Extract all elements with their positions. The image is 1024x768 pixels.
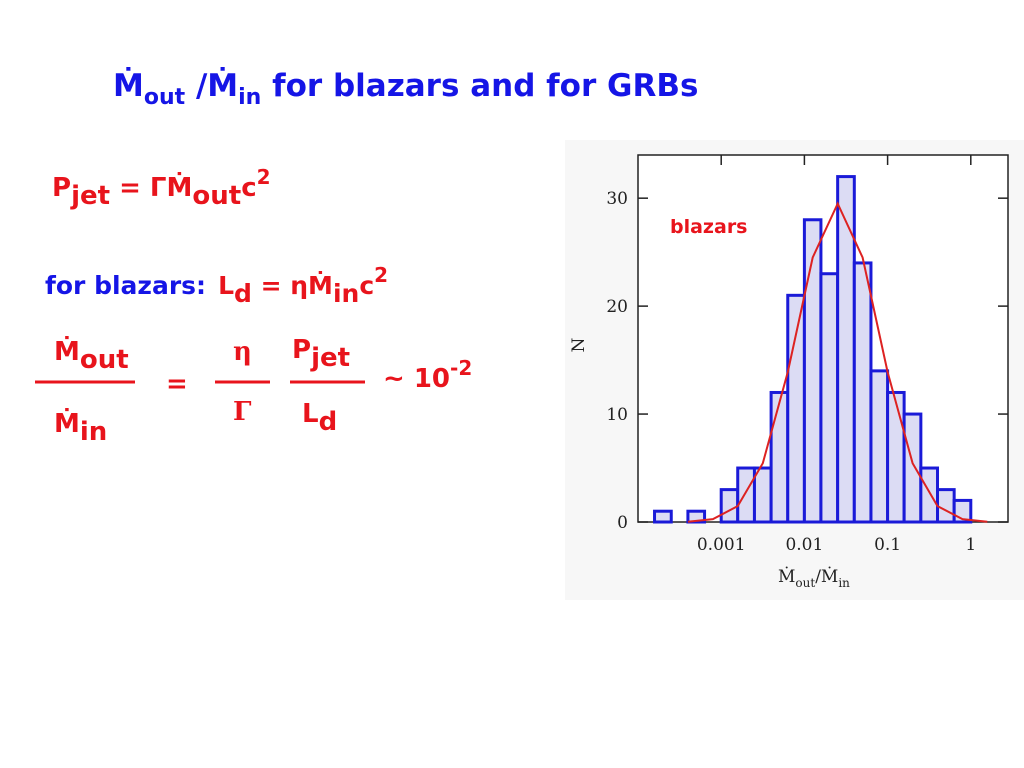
histogram-bar bbox=[719, 488, 740, 524]
histogram-bar bbox=[886, 390, 906, 524]
title-part: out bbox=[144, 85, 186, 110]
histogram-bar bbox=[869, 369, 890, 524]
y-tick-label: 10 bbox=[606, 405, 628, 425]
formula-part: c bbox=[359, 271, 374, 300]
y-tick-label: 0 bbox=[617, 513, 628, 533]
histogram-bar bbox=[902, 412, 923, 524]
ratio-formula: Ṁout Ṁin = η Γ Pjet Ld ~ 10-2 bbox=[35, 335, 472, 447]
formula-part: jet bbox=[70, 181, 110, 211]
title-part: in bbox=[238, 85, 261, 110]
y-tick-label: 20 bbox=[606, 297, 628, 317]
axis-label-part: /Ṁ bbox=[815, 566, 838, 587]
formula-part: P bbox=[52, 173, 71, 203]
annotation: blazars bbox=[670, 216, 748, 238]
gamma: Γ bbox=[233, 397, 252, 427]
histogram-bar bbox=[819, 272, 840, 524]
equals: = bbox=[166, 369, 188, 399]
formula-part: L bbox=[302, 399, 319, 429]
x-tick-label: 1 bbox=[965, 535, 976, 555]
disk-lum: for blazars: Ld = ηṀinc2 bbox=[45, 263, 388, 308]
axis-label-part: out bbox=[795, 576, 815, 590]
formula-part: jet bbox=[310, 343, 350, 373]
formula-part: Ṁ bbox=[54, 407, 80, 439]
histogram-bar bbox=[769, 390, 790, 524]
histogram-bar bbox=[836, 175, 856, 524]
x-tick-label: 0.001 bbox=[697, 535, 746, 555]
histogram-bar bbox=[752, 466, 773, 524]
axis-label-part: in bbox=[838, 576, 850, 590]
formula-part: in bbox=[333, 279, 359, 308]
pjet: Pjet bbox=[292, 335, 350, 373]
axis-label-part: Ṁ bbox=[778, 566, 795, 587]
formula-part: c bbox=[241, 173, 256, 203]
histogram-bar bbox=[653, 509, 673, 524]
formula-part: 2 bbox=[257, 165, 271, 189]
ratio-denominator: Ṁin bbox=[54, 407, 107, 447]
jet-power: Pjet = ΓṀoutc2 bbox=[52, 165, 271, 211]
formula-part: 2 bbox=[374, 263, 388, 287]
formula-part: -2 bbox=[450, 356, 472, 380]
formula-part: = ΓṀ bbox=[110, 171, 192, 203]
formula-part: = ηṀ bbox=[252, 271, 333, 300]
slide-title: Ṁout /Ṁin for blazars and for GRBs bbox=[113, 68, 698, 110]
y-tick-label: 30 bbox=[606, 189, 628, 209]
eta: η bbox=[233, 337, 252, 367]
histogram-bar bbox=[736, 466, 756, 524]
y-axis-label: N bbox=[569, 337, 589, 352]
histogram-bar bbox=[936, 488, 956, 524]
formula-part: L bbox=[218, 271, 234, 300]
title-part: /Ṁ bbox=[185, 68, 238, 104]
title-part: for blazars and for GRBs bbox=[261, 68, 698, 104]
ratio-numerator: Ṁout bbox=[54, 335, 129, 375]
formula-part: out bbox=[192, 181, 241, 211]
formula-part: d bbox=[234, 279, 252, 308]
formula-part: d bbox=[319, 407, 338, 437]
formula-part: in bbox=[80, 417, 107, 447]
formula-part: ~ 10 bbox=[383, 364, 450, 394]
x-tick-label: 0.01 bbox=[785, 535, 823, 555]
histogram-bar bbox=[802, 218, 823, 524]
formula-intro: for blazars: bbox=[45, 271, 206, 300]
histogram-bar bbox=[686, 509, 707, 524]
fit-curve bbox=[687, 201, 988, 523]
ld: Ld bbox=[302, 399, 337, 437]
formula-part: P bbox=[292, 335, 311, 365]
formula-part: out bbox=[80, 345, 129, 375]
formula-part: Ṁ bbox=[54, 335, 80, 367]
x-tick-label: 0.1 bbox=[874, 535, 901, 555]
histogram-chart: blazars N Ṁout/Ṁin 0 10 20 30 0.001 0.01 0.1 1 bbox=[565, 140, 1024, 600]
approx: ~ 10-2 bbox=[383, 356, 472, 394]
title-part: Ṁ bbox=[113, 68, 144, 104]
histogram-bar bbox=[852, 261, 873, 524]
histogram-bar bbox=[919, 466, 940, 524]
x-axis-label: Ṁout/Ṁin bbox=[778, 566, 850, 590]
